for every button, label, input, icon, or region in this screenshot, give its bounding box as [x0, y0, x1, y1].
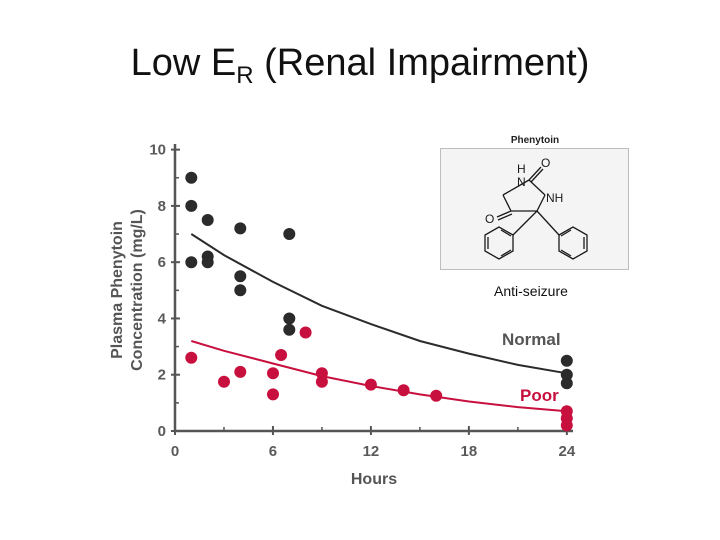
data-point-normal	[560, 377, 573, 390]
x-tick-label: 24	[558, 443, 575, 460]
x-tick-label: 6	[269, 443, 277, 460]
data-point-poor	[397, 384, 410, 397]
y-tick-label: 0	[158, 423, 166, 440]
series-label-normal: Normal	[502, 330, 561, 349]
data-point-normal	[560, 368, 573, 381]
x-tick-label: 0	[171, 443, 179, 460]
atom-o-left: O	[485, 212, 494, 226]
title-rest: (Renal Impairment)	[253, 42, 590, 84]
data-point-normal	[234, 284, 247, 297]
y-tick-label: 2	[158, 367, 166, 384]
data-point-normal	[283, 323, 296, 336]
fit-curve-poor	[191, 340, 567, 413]
y-tick-label: 10	[149, 142, 166, 159]
atom-nh: NH	[546, 191, 563, 205]
y-tick-label: 8	[158, 198, 166, 215]
y-tick-label: 4	[158, 310, 167, 327]
atom-n: N	[517, 175, 526, 189]
y-axis-label: Plasma Phenytoin Concentration (mg/L)	[109, 209, 146, 371]
title-main: Low E	[130, 42, 237, 84]
chart-points	[185, 171, 573, 432]
data-point-poor	[275, 349, 288, 361]
data-point-normal	[283, 312, 296, 325]
data-point-poor	[430, 389, 443, 402]
data-point-normal	[560, 354, 573, 367]
fit-curve-normal	[190, 233, 567, 375]
series-label-poor: Poor	[520, 386, 559, 405]
data-point-poor	[315, 367, 328, 380]
data-point-normal	[234, 222, 247, 235]
data-point-poor	[299, 326, 312, 339]
data-point-normal	[201, 256, 214, 269]
phenytoin-structure-panel: H N O NH O	[440, 148, 629, 270]
data-point-poor	[218, 375, 230, 388]
y-tick-label: 6	[158, 254, 166, 271]
phenytoin-structure-drawing: H N O NH O	[484, 156, 588, 260]
molecule-caption: Anti-seizure	[494, 283, 568, 299]
atom-o-top: O	[541, 156, 550, 170]
data-point-poor	[315, 375, 328, 388]
x-tick-label: 18	[461, 443, 478, 460]
data-point-normal	[234, 270, 247, 283]
y-axis-label-line-1: Plasma Phenytoin	[109, 221, 126, 359]
y-axis-label-line-2: Concentration (mg/L)	[129, 209, 146, 371]
x-tick-label: 12	[363, 443, 380, 460]
x-axis-label: Hours	[351, 471, 397, 488]
chart-axes	[173, 144, 573, 433]
data-point-normal	[185, 171, 198, 184]
data-point-poor	[234, 365, 247, 378]
data-point-normal	[185, 199, 198, 212]
data-point-poor	[185, 351, 198, 364]
atom-h: H	[517, 162, 526, 176]
molecule-name: Phenytoin	[510, 135, 560, 146]
data-point-poor	[267, 367, 279, 380]
slide-title: Low ER (Renal Impairment)	[0, 42, 720, 90]
data-point-normal	[201, 214, 214, 226]
data-point-poor	[364, 378, 377, 391]
data-point-poor	[267, 388, 279, 401]
title-subscript: R	[236, 62, 254, 89]
data-point-normal	[283, 228, 296, 240]
data-point-normal	[185, 256, 198, 269]
data-point-poor	[560, 419, 573, 432]
